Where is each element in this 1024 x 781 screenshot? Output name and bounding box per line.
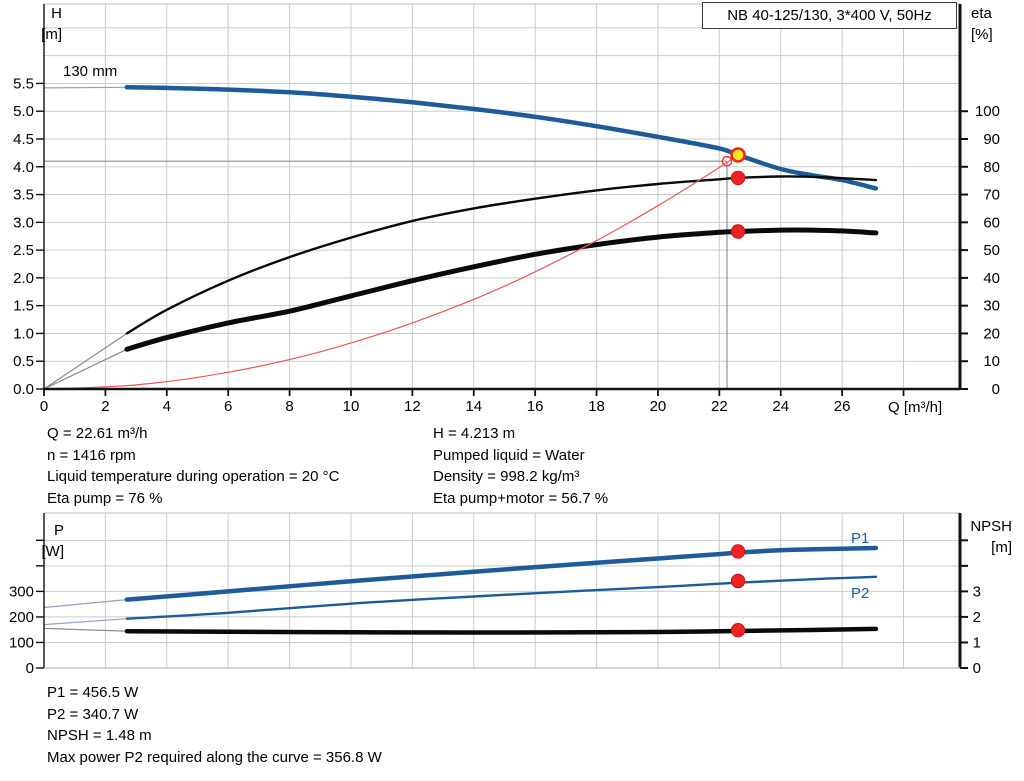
pump-model-title: NB 40-125/130, 3*400 V, 50Hz — [702, 2, 957, 29]
eta-pump-curve — [125, 175, 878, 335]
speed-value: n = 1416 rpm — [47, 446, 136, 464]
flow-value: Q = 22.61 m³/h — [47, 425, 148, 442]
duty-point-marker[interactable] — [730, 147, 746, 163]
right-tick-label: 3 — [973, 583, 981, 600]
p2-value: P2 = 340.7 W — [47, 705, 139, 723]
npsh-curve-lead — [43, 627, 127, 632]
max-power-value: Max power P2 required along the curve = … — [47, 749, 382, 767]
density-value: Density = 998.2 kg/m³ — [433, 468, 580, 486]
x-tick-label: 12 — [404, 398, 421, 415]
right-tick-label: 0 — [992, 381, 1000, 398]
eta-pump-motor-value: Eta pump+motor = 56.7 % — [433, 490, 609, 508]
left-tick-label: 1.0 — [13, 325, 34, 342]
x-tick-label: 24 — [772, 398, 789, 415]
duty-info-right-column: H = 4.213 m Pumped liquid = Water Densit… — [433, 423, 608, 510]
npsh-axis-label-symbol: NPSH — [970, 518, 1012, 535]
qh-curve-130mm — [124, 85, 879, 191]
p-axis-label-unit: [W] — [41, 543, 65, 560]
left-tick-label: 5.0 — [13, 103, 34, 120]
operating-point-dot — [730, 573, 746, 589]
left-tick-label: 3.0 — [13, 214, 34, 231]
left-tick-label: 100 — [9, 634, 34, 651]
npsh-value: NPSH = 1.48 m — [47, 727, 152, 745]
operating-point-dot — [730, 544, 746, 559]
left-tick-label: 4.5 — [13, 131, 34, 148]
p-axis-label-symbol: P — [53, 522, 64, 539]
p1-curve-lead — [43, 599, 127, 609]
right-tick-label: 20 — [983, 325, 1000, 342]
left-tick-label: 200 — [9, 609, 34, 626]
duty-info-left-column: Q = 22.61 m³/h n = 1416 rpm Liquid tempe… — [47, 423, 339, 510]
left-tick-label: 1.5 — [13, 298, 34, 315]
left-tick-label: 4.0 — [13, 159, 34, 176]
eta-pump-value: Eta pump = 76 % — [47, 490, 163, 508]
x-tick-label: 2 — [101, 398, 109, 415]
impeller-diameter-label: 130 mm — [63, 63, 118, 80]
operating-point-dot — [730, 623, 746, 638]
left-tick-label: 5.5 — [13, 75, 34, 92]
operating-point-dot — [730, 170, 746, 186]
x-tick-label: 26 — [834, 398, 851, 415]
left-tick-label: 2.0 — [13, 270, 34, 287]
system-curve — [43, 154, 739, 390]
eta-pump-curve-lead — [43, 332, 128, 390]
eta-pump-motor-curve — [124, 227, 879, 352]
pumped-liquid-value: Pumped liquid = Water — [433, 446, 585, 464]
left-tick-label: 3.5 — [13, 187, 34, 204]
x-tick-label: 18 — [588, 398, 605, 415]
npsh-curve — [124, 626, 879, 635]
right-tick-label: 10 — [983, 353, 1000, 370]
qh-curve-130mm-lead — [43, 86, 127, 89]
h-axis-label: H [m] — [20, 3, 62, 45]
right-tick-label: 80 — [983, 159, 1000, 176]
x-tick-label: 6 — [224, 398, 232, 415]
p2-curve — [125, 575, 878, 620]
right-tick-label: 100 — [975, 103, 1000, 120]
head-value: H = 4.213 m — [433, 425, 516, 442]
p1-curve-label: P1 — [851, 530, 870, 547]
eta-axis-label: eta [%] — [971, 3, 1019, 45]
right-tick-label: 1 — [973, 634, 981, 651]
left-tick-label: 0 — [26, 660, 34, 677]
q-axis-label: Q [m³/h] — [888, 399, 943, 416]
right-tick-label: 70 — [983, 187, 1000, 204]
right-tick-label: 0 — [973, 660, 981, 677]
left-tick-label: 0.5 — [13, 353, 34, 370]
p1-curve — [124, 545, 879, 602]
x-tick-label: 22 — [711, 398, 728, 415]
right-tick-label: 90 — [983, 131, 1000, 148]
x-tick-label: 8 — [285, 398, 293, 415]
left-tick-label: 300 — [9, 583, 34, 600]
x-tick-label: 14 — [465, 398, 482, 415]
p2-curve-lead — [43, 618, 127, 626]
eta-axis-label-unit: [%] — [971, 26, 993, 43]
right-tick-label: 2 — [973, 609, 981, 626]
npsh-axis-label: NPSH [m] — [950, 516, 1012, 558]
x-tick-label: 10 — [343, 398, 360, 415]
liquid-temperature-value: Liquid temperature during operation = 20… — [47, 468, 340, 486]
left-tick-label: 0.0 — [13, 381, 34, 398]
x-tick-label: 20 — [650, 398, 667, 415]
operating-point-dot — [730, 224, 746, 239]
h-axis-label-unit: [m] — [41, 26, 62, 43]
eta-pump-motor-curve-lead — [43, 348, 128, 390]
left-tick-label: 2.5 — [13, 242, 34, 259]
eta-axis-label-symbol: eta — [971, 5, 992, 22]
h-axis-label-symbol: H — [51, 5, 62, 22]
right-tick-label: 30 — [983, 298, 1000, 315]
x-tick-label: 0 — [40, 398, 48, 415]
p2-curve-label: P2 — [851, 585, 870, 602]
npsh-axis-label-unit: [m] — [991, 539, 1012, 556]
x-tick-label: 16 — [527, 398, 544, 415]
x-tick-label: 4 — [163, 398, 171, 415]
p1-value: P1 = 456.5 W — [47, 684, 139, 701]
right-tick-label: 50 — [983, 242, 1000, 259]
requested-duty-marker — [721, 155, 733, 167]
right-tick-label: 40 — [983, 270, 1000, 287]
right-tick-label: 60 — [983, 214, 1000, 231]
power-info-column: P1 = 456.5 W P2 = 340.7 W NPSH = 1.48 m … — [47, 682, 382, 769]
p-axis-label: P [W] — [22, 520, 65, 562]
